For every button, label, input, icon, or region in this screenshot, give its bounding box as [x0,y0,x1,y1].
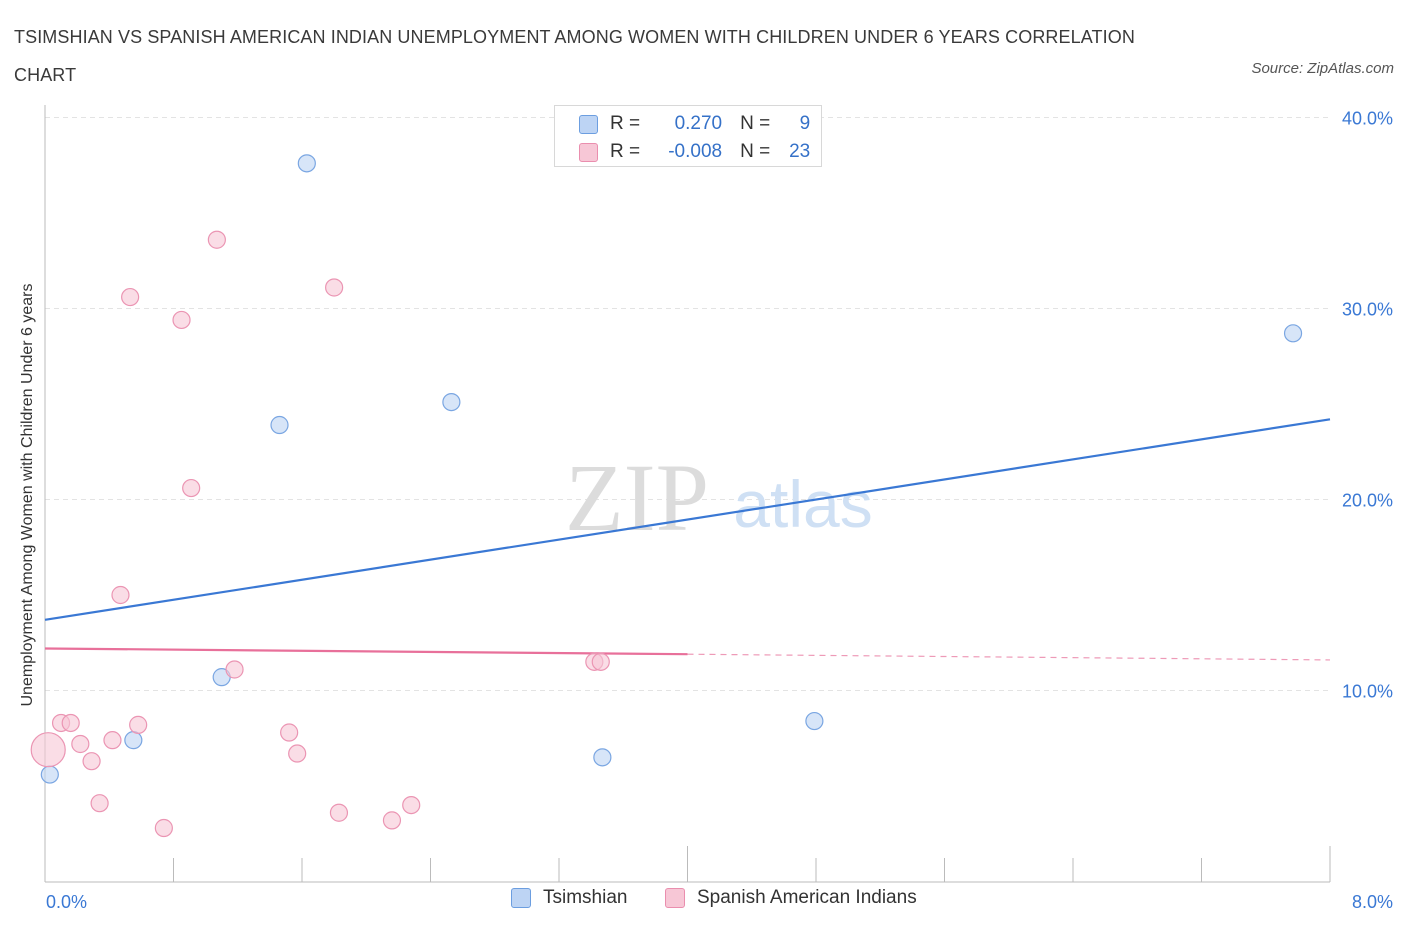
point-spanish-american-indians [111,585,130,605]
watermark: ZIP atlas [565,444,873,551]
point-spanish-american-indians [225,660,244,679]
trend-line-extension [687,653,1331,661]
legend-n-label: N = [740,141,771,162]
point-spanish-american-indians [207,230,226,249]
legend-r-value: -0.008 [668,141,723,162]
series-legend-swatch-blue [511,888,531,908]
point-spanish-american-indians [121,287,140,307]
y-tick-label: 20.0% [1342,491,1393,511]
legend-row-spanish-american-indians: R = -0.008 N = 23 [579,139,810,165]
trend-lines [44,418,1331,661]
legend-r-value: 0.270 [674,113,723,134]
point-spanish-american-indians [82,752,101,771]
trend-line-spanish-american-indians [44,647,688,656]
point-spanish-american-indians [591,652,610,671]
legend-swatch-blue [579,114,598,134]
source-label: Source: ZipAtlas.com [1251,60,1394,77]
series-legend-tsimshian[interactable]: Tsimshian [511,887,627,909]
watermark-zip: ZIP [565,444,709,551]
point-tsimshian [805,711,824,731]
legend-swatch-pink [579,142,598,162]
legend-n-value: 23 [789,141,811,162]
point-spanish-american-indians [61,713,80,733]
point-spanish-american-indians [90,794,109,813]
series-legend-swatch-pink [665,888,685,908]
grid-lines [45,117,1330,691]
legend-n-value: 9 [799,113,811,134]
point-spanish-american-indians [382,811,402,830]
series-legend-label: Spanish American Indians [697,887,917,908]
point-spanish-american-indians [103,731,122,750]
point-spanish-american-indians [30,732,66,768]
series-legend-label: Tsimshian [543,887,628,908]
y-tick-label: 40.0% [1342,109,1393,129]
legend-r-label: R = [610,113,641,134]
legend-row-tsimshian: R = 0.270 N = 9 [579,111,810,137]
point-spanish-american-indians [280,723,299,742]
point-spanish-american-indians [182,478,201,498]
point-spanish-american-indians [172,310,191,330]
tick-labels: 10.0% 20.0% 30.0% 40.0% 0.0% 8.0% [46,109,1393,913]
point-spanish-american-indians [288,744,307,763]
point-spanish-american-indians [71,734,90,754]
point-tsimshian [40,765,59,784]
chart-title: TSIMSHIAN VS SPANISH AMERICAN INDIAN UNE… [14,27,1135,85]
legend-r-label: R = [610,141,641,162]
correlation-legend: R = 0.270 N = 9 R = -0.008 N = 23 [554,105,822,167]
point-spanish-american-indians [154,818,173,838]
point-spanish-american-indians [402,795,421,815]
data-points [30,154,1303,838]
point-tsimshian [1283,324,1303,343]
x-tick-label-min: 0.0% [46,892,87,912]
legend-n-label: N = [740,113,771,134]
point-spanish-american-indians [129,715,148,734]
point-tsimshian [124,731,143,750]
point-tsimshian [297,154,316,173]
point-tsimshian [593,748,612,767]
point-tsimshian [270,415,289,435]
point-spanish-american-indians [325,278,344,297]
x-tick-label-max: 8.0% [1352,892,1393,912]
point-spanish-american-indians [329,803,349,822]
series-legend-spanish-american-indians[interactable]: Spanish American Indians [665,887,917,909]
y-tick-label: 10.0% [1342,682,1393,702]
series-legend: Tsimshian Spanish American Indians [0,887,1406,917]
point-tsimshian [442,392,461,412]
watermark-atlas: atlas [733,467,872,541]
y-tick-label: 30.0% [1342,300,1393,320]
y-axis-label: Unemployment Among Women with Children U… [19,283,36,707]
trend-line-tsimshian [44,418,1331,621]
